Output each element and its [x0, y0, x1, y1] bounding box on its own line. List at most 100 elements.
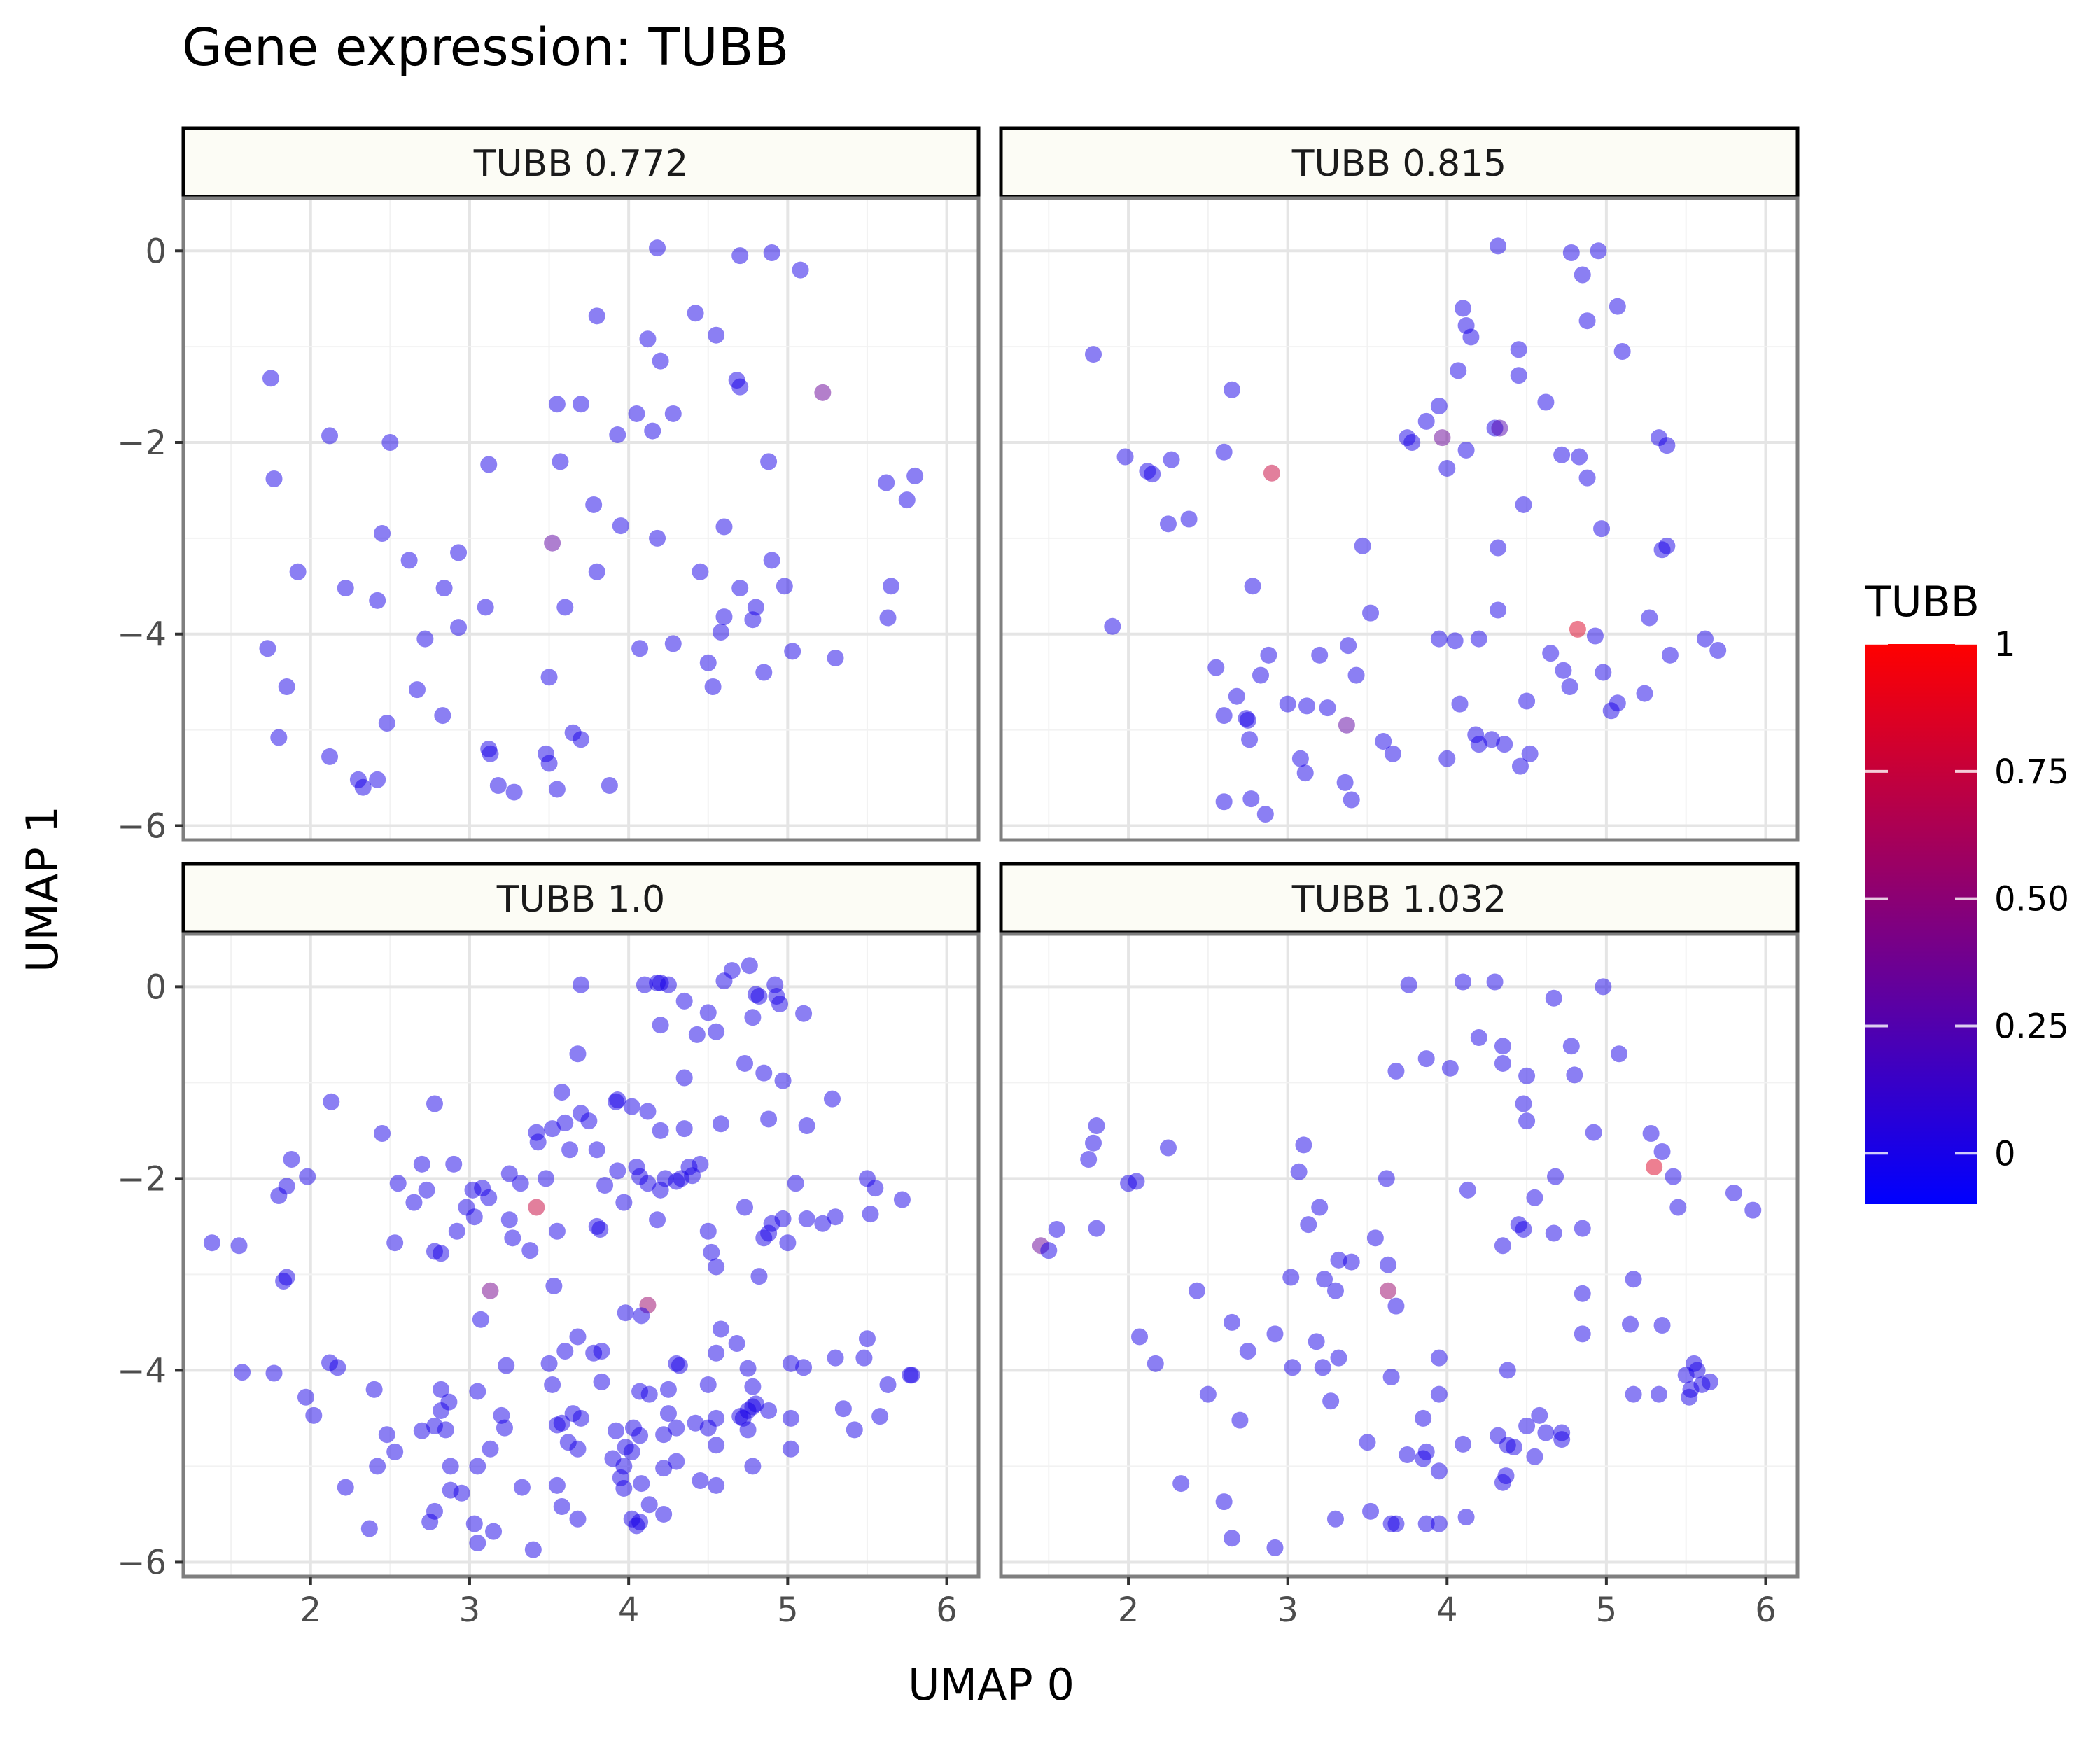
data-point: [760, 1224, 778, 1242]
data-point: [636, 976, 653, 993]
data-point: [1518, 1417, 1536, 1434]
panel-background: [183, 934, 979, 1577]
data-point: [1609, 298, 1626, 315]
data-point: [750, 988, 768, 1005]
data-point: [596, 1176, 614, 1194]
data-point: [498, 1357, 515, 1374]
data-point: [234, 1364, 251, 1381]
panel-background: [1001, 198, 1798, 840]
data-point: [1215, 707, 1233, 725]
data-point: [652, 1122, 669, 1139]
data-point: [592, 1221, 609, 1238]
data-point: [609, 1162, 626, 1180]
data-point: [739, 1360, 757, 1377]
data-point: [1215, 443, 1233, 461]
data-point: [545, 1277, 563, 1294]
data-point: [1470, 1028, 1488, 1046]
data-point: [736, 1199, 754, 1216]
data-point: [1515, 496, 1532, 513]
data-point: [708, 326, 725, 344]
data-point: [607, 1422, 624, 1439]
data-point: [1622, 1315, 1639, 1333]
data-point: [1595, 664, 1612, 681]
data-point: [1298, 697, 1315, 715]
data-point: [1625, 1385, 1642, 1403]
data-point: [1404, 434, 1421, 452]
facet-panels: TUBB 0.772 0 −2 −4 −6 TUBB 0.815 TUBB 1.0 0 −2 −4…: [117, 126, 1800, 1630]
data-point: [1646, 1158, 1663, 1175]
data-point: [623, 1098, 640, 1115]
data-point: [1537, 393, 1555, 411]
data-point: [879, 1376, 897, 1393]
data-point: [1494, 1038, 1511, 1055]
data-point: [1658, 437, 1676, 454]
data-point: [513, 1479, 531, 1496]
data-point: [1159, 1139, 1177, 1157]
facet-strip-label: TUBB 1.0: [496, 879, 665, 921]
facet-strip-label: TUBB 0.772: [473, 143, 689, 185]
data-point: [628, 405, 645, 422]
data-point: [1244, 578, 1261, 595]
data-point: [321, 748, 339, 765]
data-point: [544, 1120, 561, 1138]
data-point: [1330, 1349, 1348, 1367]
data-point: [692, 563, 709, 580]
data-point: [289, 563, 307, 580]
data-point: [774, 1072, 792, 1089]
data-point: [1545, 1224, 1562, 1242]
data-point: [1562, 244, 1580, 262]
x-tick-label: 4: [1436, 1591, 1458, 1630]
data-point: [795, 1359, 813, 1376]
data-point: [1670, 1199, 1687, 1216]
data-point: [1340, 637, 1357, 655]
data-point: [1518, 1067, 1536, 1084]
data-point: [1518, 1112, 1536, 1130]
data-point: [1382, 1369, 1400, 1386]
y-tick-label: 0: [145, 232, 167, 271]
data-point: [1418, 412, 1435, 430]
data-point: [593, 1373, 610, 1390]
data-point: [1510, 367, 1527, 384]
data-point: [1380, 1256, 1397, 1273]
data-point: [1144, 466, 1161, 483]
data-point: [688, 1026, 706, 1043]
data-point: [1547, 1168, 1564, 1185]
data-point: [1322, 1392, 1340, 1410]
data-point: [1499, 1362, 1516, 1379]
data-point: [553, 1497, 570, 1515]
data-point: [1282, 1269, 1300, 1286]
data-point: [668, 1453, 685, 1470]
data-point: [1562, 1038, 1580, 1055]
data-point: [1537, 1424, 1555, 1441]
data-point: [623, 1443, 640, 1460]
data-point: [1188, 1282, 1205, 1299]
data-point: [795, 1005, 813, 1022]
data-point: [712, 1115, 729, 1133]
data-point: [1088, 1220, 1105, 1237]
data-point: [1455, 973, 1472, 991]
data-point: [522, 1242, 539, 1259]
data-point: [1295, 1136, 1312, 1154]
color-legend: TUBB 0 0.25 0.50 0.75 1: [1865, 578, 2069, 1204]
data-point: [792, 261, 809, 279]
data-point: [573, 731, 589, 748]
data-point: [585, 496, 603, 513]
data-point: [418, 1181, 435, 1199]
data-point: [1611, 1045, 1628, 1063]
x-tick-label: 2: [1118, 1591, 1140, 1630]
panel-border: [181, 196, 981, 842]
data-point: [712, 1320, 729, 1338]
data-point: [1518, 692, 1536, 710]
data-point: [1459, 1181, 1476, 1199]
data-point: [329, 1359, 346, 1376]
data-point: [787, 1175, 804, 1192]
data-point: [262, 370, 279, 387]
data-point: [569, 1328, 587, 1346]
data-point: [505, 783, 523, 801]
data-point: [413, 1422, 430, 1439]
y-axis-label: UMAP 1: [17, 806, 68, 972]
x-tick-label: 2: [300, 1591, 321, 1630]
y-tick-label: −2: [117, 1159, 167, 1199]
data-point: [699, 1376, 717, 1393]
data-point: [1526, 1448, 1544, 1465]
